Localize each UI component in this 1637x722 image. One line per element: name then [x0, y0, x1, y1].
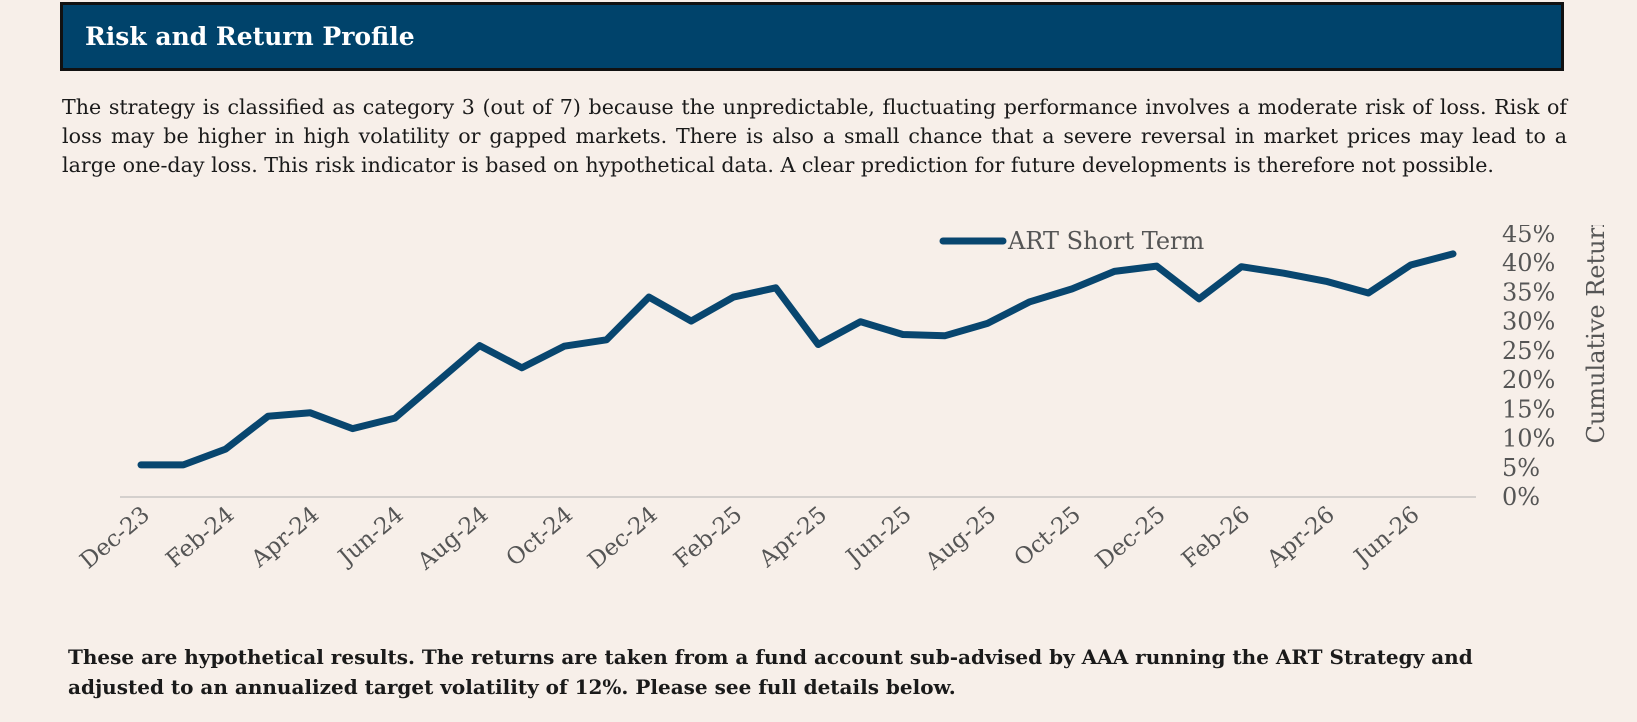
x-tick-label: Feb-25	[669, 502, 747, 573]
x-tick-label: Dec-23	[75, 502, 155, 575]
section-title: Risk and Return Profile	[85, 22, 415, 51]
x-tick-label: Feb-26	[1177, 502, 1255, 573]
chart-legend: ART Short Term	[939, 227, 1205, 255]
section-header: Risk and Return Profile	[60, 2, 1564, 71]
y-tick-label: 30%	[1502, 308, 1555, 336]
y-tick-label: 10%	[1502, 425, 1555, 453]
x-tick-label: Oct-25	[1009, 502, 1085, 572]
x-tick-label: Dec-24	[583, 502, 663, 575]
hypothetical-results-footnote: These are hypothetical results. The retu…	[68, 645, 1473, 699]
y-tick-label: 5%	[1502, 454, 1540, 482]
chart-svg: ART Short Term 0%5%10%15%20%25%30%35%40%…	[75, 225, 1610, 576]
y-tick-label: 15%	[1502, 395, 1555, 423]
y-tick-label: 40%	[1502, 249, 1555, 277]
y-tick-label: 45%	[1502, 225, 1555, 248]
cumulative-return-chart: ART Short Term 0% 5% 10% 15% 20% 25% 30% 35% 40%…	[0, 225, 1637, 630]
y-tick-label: 20%	[1502, 366, 1555, 394]
y-tick-label: 35%	[1502, 278, 1555, 306]
y-tick-label: 0%	[1502, 483, 1540, 511]
x-tick-label: Dec-25	[1091, 502, 1171, 575]
x-tick-label: Oct-24	[502, 502, 578, 572]
x-tick-label: Aug-24	[412, 502, 493, 576]
x-tick-label: Apr-26	[1262, 502, 1340, 574]
x-tick-label: Apr-25	[754, 502, 832, 574]
x-tick-label: Jun-25	[840, 502, 916, 572]
x-tick-label: Apr-24	[246, 502, 324, 574]
x-tick-label: Jun-26	[1348, 502, 1424, 572]
y-axis-title: Cumulative Return	[1582, 225, 1610, 444]
y-axis: 0%5%10%15%20%25%30%35%40%45%	[1502, 225, 1555, 511]
x-axis: Dec-23 Feb-24 Apr-24 Jun-24 Aug-24 Oct-24 Dec-…	[75, 502, 1424, 576]
series-line-art-short-term	[137, 250, 1457, 469]
x-tick-label: Feb-24	[161, 502, 239, 573]
x-tick-label: Aug-25	[920, 502, 1001, 576]
y-tick-label: 25%	[1502, 337, 1555, 365]
legend-label-art-short-term: ART Short Term	[1007, 227, 1205, 255]
x-tick-label: Jun-24	[332, 502, 408, 572]
risk-description: The strategy is classified as category 3…	[62, 95, 1567, 177]
